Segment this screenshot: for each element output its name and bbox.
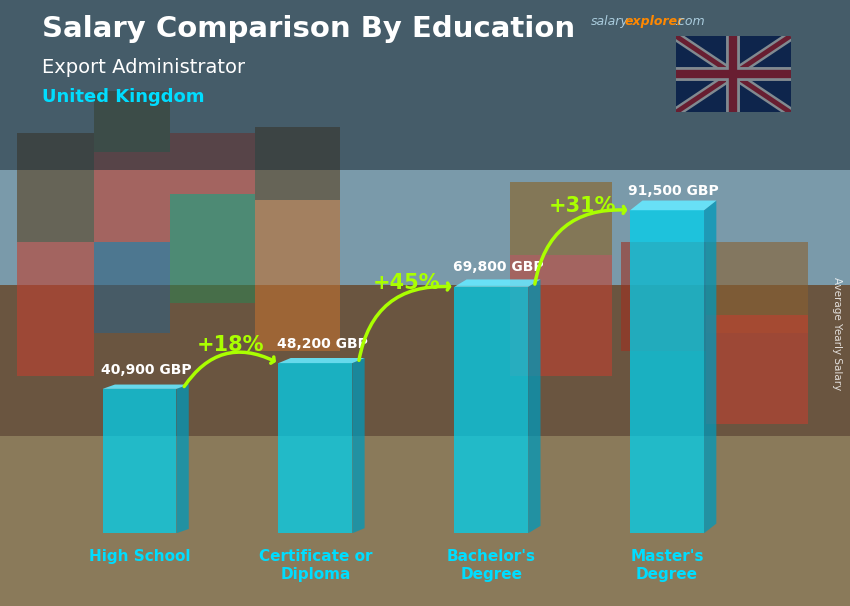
Text: Average Yearly Salary: Average Yearly Salary — [832, 277, 842, 390]
Text: explorer: explorer — [625, 15, 684, 28]
Polygon shape — [279, 363, 352, 533]
Text: +31%: +31% — [548, 196, 616, 216]
Text: .com: .com — [674, 15, 705, 28]
Polygon shape — [103, 385, 189, 389]
Polygon shape — [630, 201, 717, 210]
Text: salary: salary — [591, 15, 628, 28]
Text: 91,500 GBP: 91,500 GBP — [628, 184, 719, 198]
Text: 40,900 GBP: 40,900 GBP — [101, 362, 191, 376]
Polygon shape — [630, 210, 704, 533]
Text: Salary Comparison By Education: Salary Comparison By Education — [42, 15, 575, 43]
Polygon shape — [528, 279, 541, 533]
Polygon shape — [454, 279, 541, 287]
Text: Export Administrator: Export Administrator — [42, 58, 246, 76]
Polygon shape — [177, 385, 189, 533]
Text: 69,800 GBP: 69,800 GBP — [452, 261, 543, 275]
Polygon shape — [454, 287, 528, 533]
Text: +45%: +45% — [372, 273, 440, 293]
Polygon shape — [704, 201, 717, 533]
Text: 48,200 GBP: 48,200 GBP — [277, 337, 367, 351]
Text: +18%: +18% — [197, 335, 264, 355]
Polygon shape — [103, 389, 177, 533]
Polygon shape — [352, 358, 365, 533]
Text: United Kingdom: United Kingdom — [42, 88, 205, 106]
Polygon shape — [279, 358, 365, 363]
